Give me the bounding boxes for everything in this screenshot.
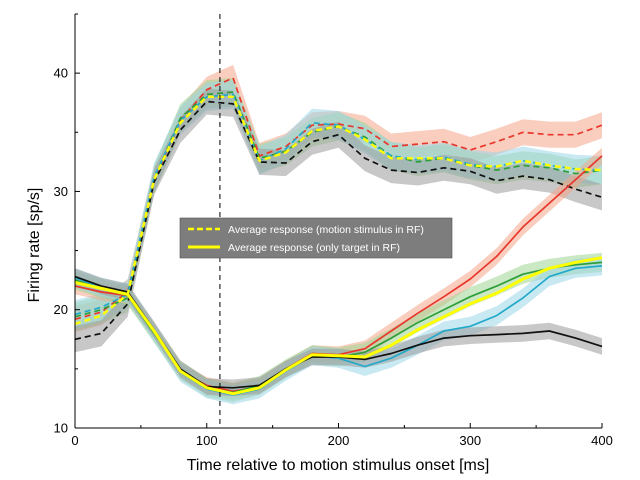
series-lines (74, 77, 603, 396)
x-tick-label: 0 (71, 433, 78, 448)
y-axis-label: Firing rate [sp/s] (26, 188, 43, 303)
legend-label-motion: Average response (motion stimulus in RF) (228, 224, 424, 236)
line-motion-black (74, 100, 603, 341)
y-tick-label: 20 (54, 302, 68, 317)
y-tick-label: 40 (54, 66, 68, 81)
x-tick-label: 300 (459, 433, 481, 448)
x-tick-label: 200 (328, 433, 350, 448)
line-average-motion (74, 95, 603, 326)
line-average-target (74, 256, 603, 396)
band-target-cyan (75, 256, 602, 405)
legend-label-target: Average response (only target in RF) (228, 242, 400, 254)
x-tick-label: 100 (196, 433, 218, 448)
line-motion-red (74, 77, 603, 321)
y-tick-label: 30 (54, 184, 68, 199)
x-axis-label: Time relative to motion stimulus onset [… (187, 457, 490, 474)
x-tick-label: 400 (591, 433, 613, 448)
line-motion-cyan (74, 93, 603, 316)
axes: 0 100 200 300 400 10 20 30 40 (54, 13, 613, 448)
legend: Average response (motion stimulus in RF)… (179, 217, 453, 259)
legend-box (179, 217, 453, 259)
confidence-bands (75, 64, 602, 405)
band-target-green (75, 252, 602, 402)
band-motion-black (75, 88, 602, 353)
y-tick-label: 10 (54, 421, 68, 436)
band-target-black (75, 268, 602, 397)
